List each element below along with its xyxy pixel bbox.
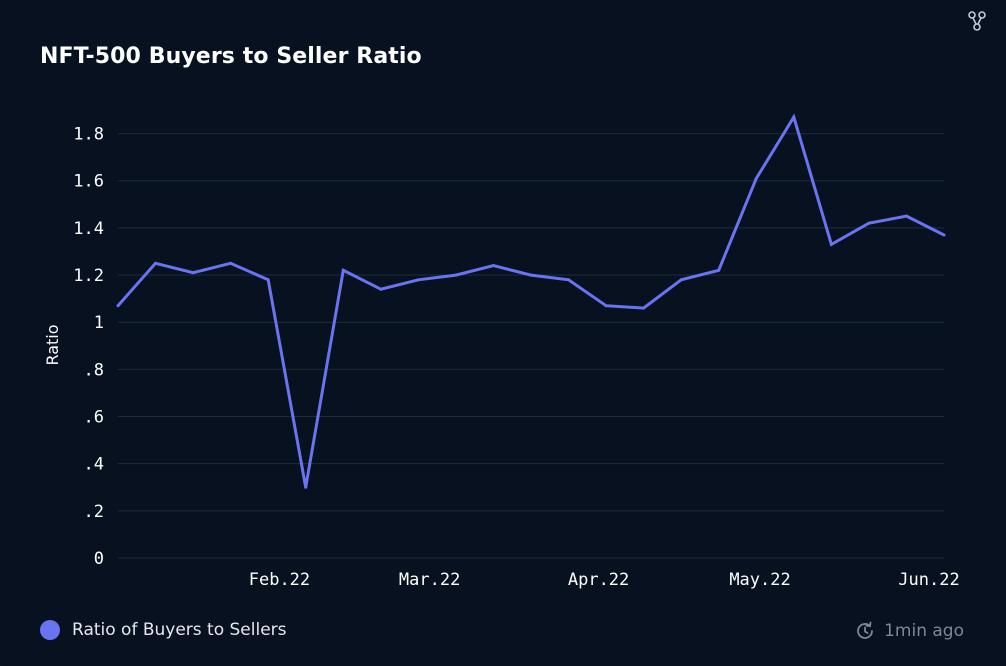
data-point[interactable] — [792, 115, 796, 119]
data-point[interactable] — [717, 268, 721, 272]
data-point[interactable] — [491, 264, 495, 268]
data-point[interactable] — [116, 304, 120, 308]
legend-item[interactable]: Ratio of Buyers to Sellers — [40, 620, 287, 640]
x-tick-labels: Feb.22 Mar.22 Apr.22 May.22 Jun.22 — [249, 570, 960, 590]
y-tick-label: 0 — [94, 549, 104, 569]
grid-lines — [118, 133, 944, 559]
y-tick-label: 1.4 — [73, 219, 104, 239]
refresh-clock-icon[interactable] — [854, 620, 876, 642]
y-tick-label: 1.6 — [73, 172, 104, 192]
data-point[interactable] — [266, 278, 270, 282]
legend-swatch — [40, 620, 60, 640]
data-point[interactable] — [304, 485, 308, 489]
data-point[interactable] — [829, 242, 833, 246]
data-point[interactable] — [567, 278, 571, 282]
y-tick-label: .2 — [84, 502, 104, 522]
legend-label: Ratio of Buyers to Sellers — [72, 620, 287, 640]
x-tick-label: Feb.22 — [249, 570, 310, 590]
y-tick-label: .6 — [84, 408, 104, 428]
data-point[interactable] — [942, 233, 946, 237]
x-tick-label: Apr.22 — [568, 570, 629, 590]
y-tick-label: 1.8 — [73, 125, 104, 145]
x-tick-label: Mar.22 — [399, 570, 460, 590]
series-layer — [116, 113, 946, 489]
chart-title: NFT-500 Buyers to Seller Ratio — [40, 44, 422, 69]
y-tick-label: .4 — [84, 455, 104, 475]
data-point[interactable] — [379, 287, 383, 291]
data-point[interactable] — [454, 273, 458, 277]
data-point[interactable] — [604, 304, 608, 308]
data-point[interactable] — [416, 278, 420, 282]
data-point[interactable] — [154, 261, 158, 265]
data-point[interactable] — [904, 214, 908, 218]
y-tick-label: .8 — [84, 360, 104, 380]
y-tick-labels: 0 .2 .4 .6 .8 1 1.2 1.4 1.6 1.8 — [73, 125, 104, 569]
line-chart: 0 .2 .4 .6 .8 1 1.2 1.4 1.6 1.8 Feb.22 Mar.22 Apr.2… — [43, 113, 960, 590]
last-updated: 1min ago — [854, 620, 964, 642]
share-network-icon[interactable] — [966, 10, 988, 32]
data-point[interactable] — [191, 271, 195, 275]
y-tick-label: 1 — [94, 313, 104, 333]
data-point[interactable] — [341, 268, 345, 272]
series-line[interactable] — [116, 113, 945, 488]
x-tick-label: May.22 — [729, 570, 790, 590]
data-point[interactable] — [229, 261, 233, 265]
data-point[interactable] — [529, 273, 533, 277]
data-point[interactable] — [679, 278, 683, 282]
y-axis-label: Ratio — [43, 324, 62, 365]
data-point[interactable] — [867, 221, 871, 225]
y-tick-label: 1.2 — [73, 266, 104, 286]
last-updated-text: 1min ago — [884, 621, 964, 641]
data-point[interactable] — [754, 176, 758, 180]
data-point[interactable] — [642, 306, 646, 310]
x-tick-label: Jun.22 — [898, 570, 959, 590]
